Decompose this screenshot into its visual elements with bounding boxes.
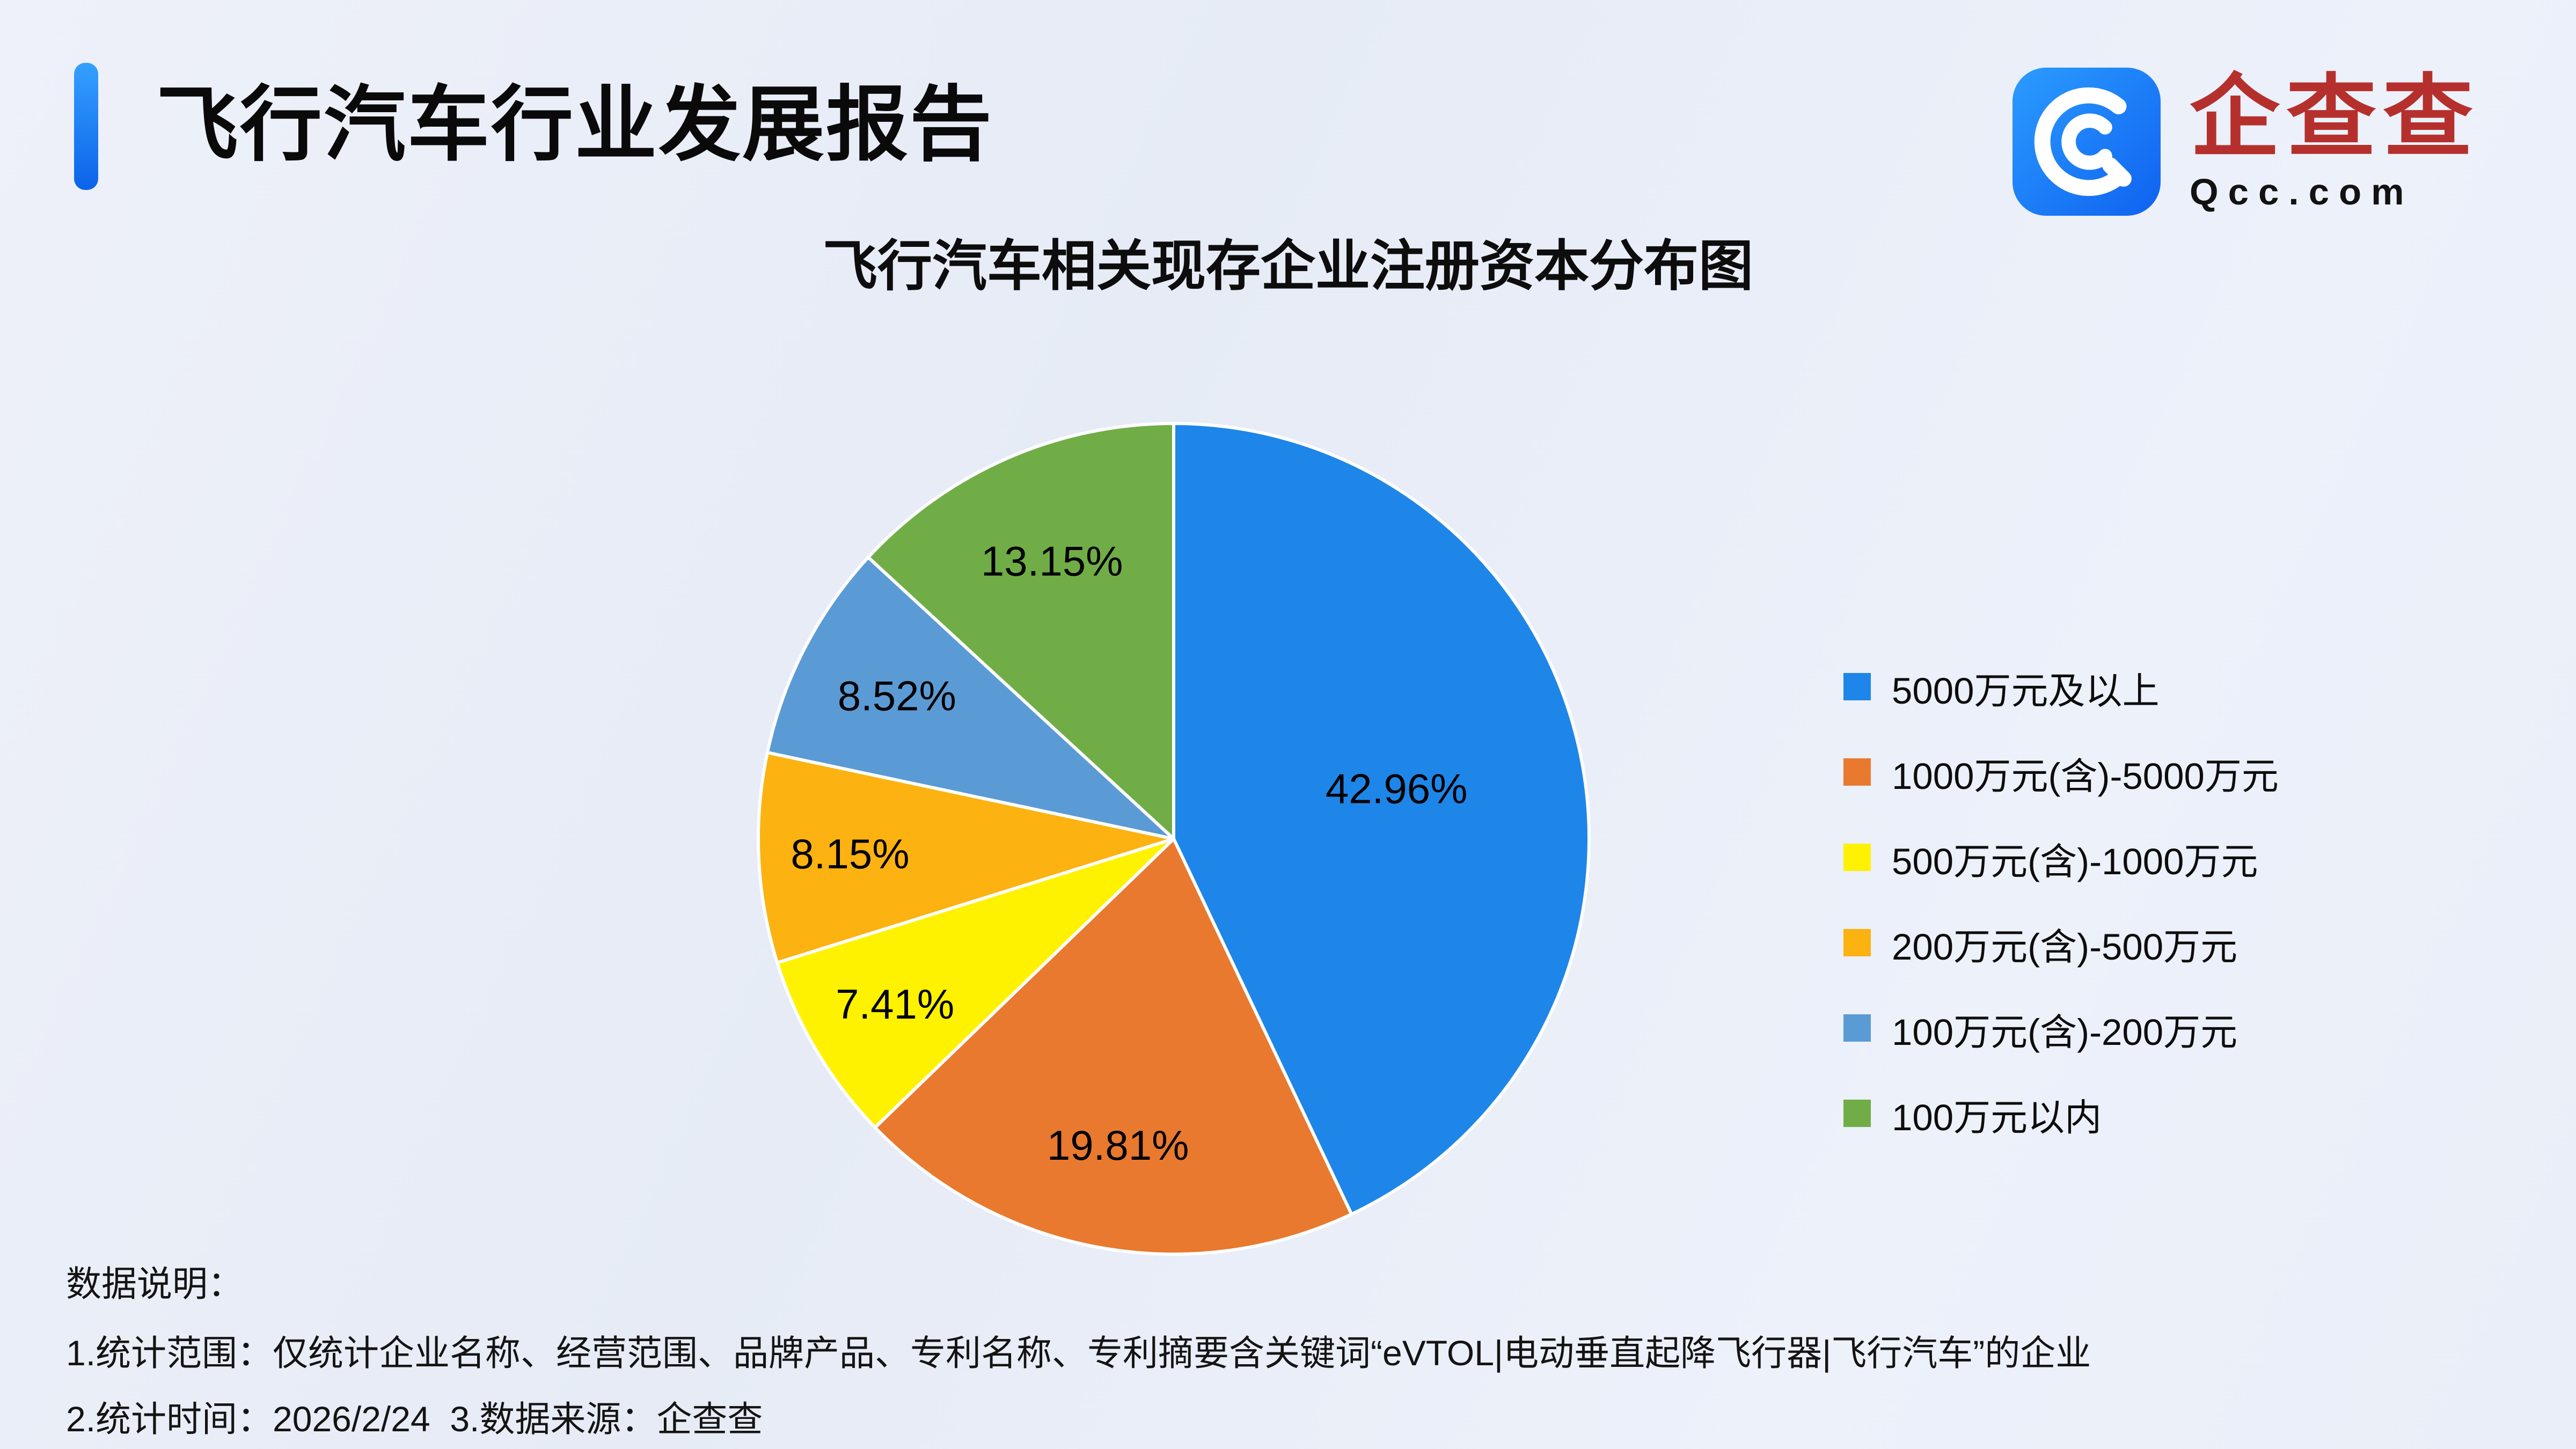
- pie-chart: 42.96% 19.81% 7.41% 8.15% 8.52% 13.15%: [757, 422, 1591, 1256]
- pie-slice-label: 13.15%: [981, 538, 1123, 585]
- qcc-logo-icon: [2012, 68, 2161, 216]
- qcc-logo: 企查查 Qcc.com: [2012, 66, 2479, 216]
- pie-slice: [757, 751, 1175, 964]
- chart-title: 飞行汽车相关现存企业注册资本分布图: [823, 237, 1753, 298]
- footnote-heading: 数据说明：: [66, 1264, 244, 1304]
- pie-slice: [1172, 422, 1591, 1216]
- pie-slice: [873, 837, 1353, 1256]
- legend-item: 500万元(含)-1000万元: [1843, 815, 2279, 900]
- legend-swatch: [1843, 673, 1871, 700]
- legend-item: 1000万元(含)-5000万元: [1843, 729, 2279, 815]
- footnote-scope: 1.统计范围：仅统计企业名称、经营范围、品牌产品、专利名称、专利摘要含关键词“e…: [66, 1333, 2091, 1373]
- legend-label: 500万元(含)-1000万元: [1892, 839, 2258, 882]
- legend-item: 5000万元及以上: [1843, 644, 2279, 729]
- legend-swatch: [1843, 1014, 1871, 1042]
- qcc-domain: Qcc.com: [2190, 171, 2414, 213]
- pie-slice-label: 7.41%: [836, 980, 954, 1028]
- legend-item: 200万元(含)-500万元: [1843, 900, 2279, 985]
- qcc-logo-text: 企查查 Qcc.com: [2190, 66, 2479, 214]
- legend-swatch: [1843, 758, 1871, 786]
- legend-item: 100万元以内: [1843, 1071, 2279, 1156]
- legend-label: 5000万元及以上: [1892, 669, 2160, 711]
- pie-slice: [866, 422, 1175, 840]
- legend: 5000万元及以上 1000万元(含)-5000万元 500万元(含)-1000万元…: [1843, 644, 2279, 1156]
- legend-label: 100万元(含)-200万元: [1892, 1010, 2238, 1052]
- legend-swatch: [1843, 929, 1871, 956]
- pie-slice-label: 42.96%: [1326, 765, 1468, 813]
- legend-swatch: [1843, 844, 1871, 871]
- legend-swatch: [1843, 1100, 1871, 1127]
- qcc-brand-name: 企查查: [2190, 66, 2479, 167]
- legend-label: 1000万元(含)-5000万元: [1892, 754, 2279, 796]
- pie-slice-label: 8.15%: [791, 830, 909, 877]
- pie-slice-label: 19.81%: [1047, 1122, 1189, 1169]
- pie-slice: [775, 837, 1175, 1129]
- legend-label: 200万元(含)-500万元: [1892, 925, 2238, 967]
- legend-item: 100万元(含)-200万元: [1843, 985, 2279, 1071]
- pie-slice: [765, 555, 1175, 840]
- footnote-time-source: 2.统计时间：2026/2/24 3.数据来源：企查查: [66, 1399, 763, 1439]
- legend-label: 100万元以内: [1892, 1095, 2102, 1138]
- title-accent-bar: [74, 63, 98, 190]
- pie-slice-label: 8.52%: [838, 672, 956, 720]
- page-title: 飞行汽车行业发展报告: [156, 79, 994, 171]
